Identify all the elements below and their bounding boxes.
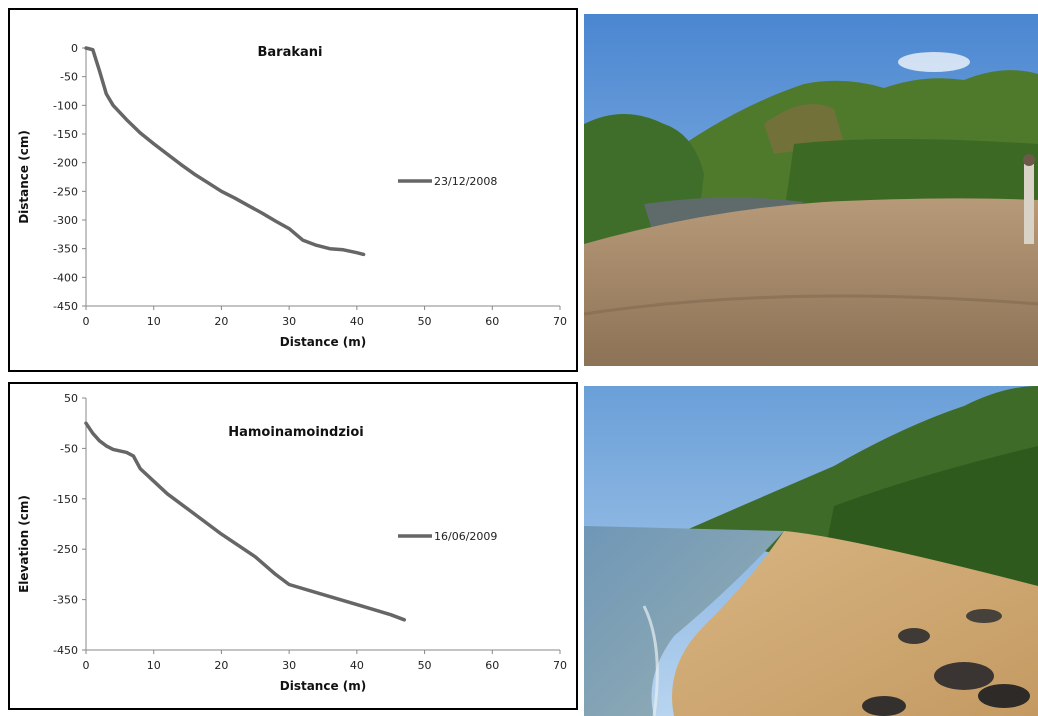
y-tick-label: -450 (53, 300, 78, 313)
x-tick-label: 50 (418, 659, 432, 672)
series-line (84, 421, 407, 622)
y-axis-label: Elevation (cm) (17, 495, 31, 593)
chart-title: Hamoinamoindzioi (228, 425, 364, 440)
series-line (84, 46, 366, 257)
x-tick-label: 30 (282, 315, 296, 328)
y-tick-label: -50 (60, 442, 78, 455)
y-tick-label: 50 (64, 392, 78, 405)
x-tick-label: 20 (214, 659, 228, 672)
y-tick-label: -100 (53, 99, 78, 112)
x-tick-label: 60 (485, 315, 499, 328)
photo-hamoinamoindzioi-beach (584, 386, 1038, 716)
axes: 0 -50 -100 -150 -200 -250 -300 -350 -400 -450 0 10 2… (53, 42, 567, 328)
x-tick-label: 50 (418, 315, 432, 328)
x-tick-label: 20 (214, 315, 228, 328)
x-tick-label: 30 (282, 659, 296, 672)
axes: 50 -50 -150 -250 -350 -450 0 10 20 30 40 50 60 70 (53, 392, 567, 672)
chart-panel-hamoinamoindzioi: 50 -50 -150 -250 -350 -450 0 10 20 30 40 50 60 70 Hamo… (8, 382, 578, 710)
y-tick-label: -350 (53, 243, 78, 256)
y-axis-label: Distance (cm) (17, 130, 31, 224)
legend-label: 23/12/2008 (434, 175, 497, 188)
y-tick-label: -50 (60, 71, 78, 84)
x-tick-label: 0 (83, 315, 90, 328)
x-tick-label: 10 (147, 315, 161, 328)
x-tick-label: 60 (485, 659, 499, 672)
y-tick-label: -400 (53, 271, 78, 284)
x-tick-label: 70 (553, 315, 567, 328)
chart-title: Barakani (258, 45, 323, 60)
x-tick-label: 0 (83, 659, 90, 672)
y-tick-label: -250 (53, 185, 78, 198)
y-tick-label: -200 (53, 157, 78, 170)
x-tick-label: 40 (350, 315, 364, 328)
legend-label: 16/06/2009 (434, 530, 497, 543)
chart-hamoinamoindzioi: 50 -50 -150 -250 -350 -450 0 10 20 30 40 50 60 70 Hamo… (17, 392, 567, 693)
x-tick-label: 40 (350, 659, 364, 672)
y-tick-label: -300 (53, 214, 78, 227)
y-tick-label: 0 (71, 42, 78, 55)
y-tick-label: -150 (53, 128, 78, 141)
x-tick-label: 10 (147, 659, 161, 672)
photo-barakani-beach (584, 14, 1038, 366)
y-tick-label: -450 (53, 644, 78, 657)
x-tick-label: 70 (553, 659, 567, 672)
y-tick-label: -350 (53, 594, 78, 607)
x-axis-label: Distance (m) (280, 335, 367, 349)
chart-panel-barakani: 0 -50 -100 -150 -200 -250 -300 -350 -400 -450 0 10 2… (8, 8, 578, 372)
y-tick-label: -250 (53, 543, 78, 556)
x-axis-label: Distance (m) (280, 679, 367, 693)
chart-barakani: 0 -50 -100 -150 -200 -250 -300 -350 -400 -450 0 10 2… (17, 42, 567, 349)
y-tick-label: -150 (53, 493, 78, 506)
